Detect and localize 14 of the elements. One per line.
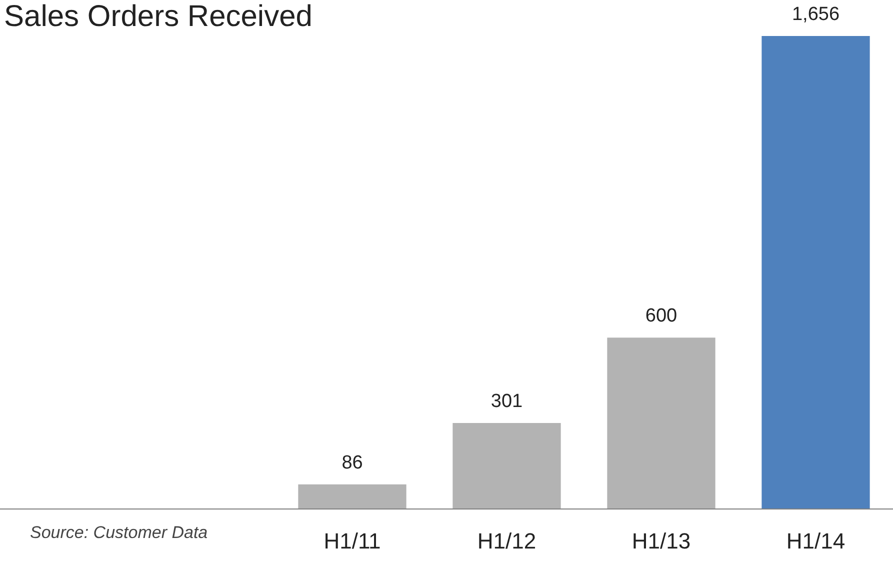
data-label: 1,656 <box>792 4 840 25</box>
bar <box>452 423 561 509</box>
x-tick-label: H1/14 <box>786 528 846 554</box>
source-note: Source: Customer Data <box>30 523 208 542</box>
bar <box>762 36 870 509</box>
data-label: 301 <box>490 391 523 412</box>
x-tick-label: H1/13 <box>632 528 691 554</box>
bar <box>607 338 716 509</box>
x-tick-label: H1/11 <box>324 528 381 554</box>
bar <box>298 484 406 509</box>
data-label: 86 <box>342 452 363 474</box>
data-label: 600 <box>645 306 678 327</box>
x-tick-label: H1/12 <box>477 528 536 554</box>
chart-title: Sales Orders Received <box>4 0 312 33</box>
